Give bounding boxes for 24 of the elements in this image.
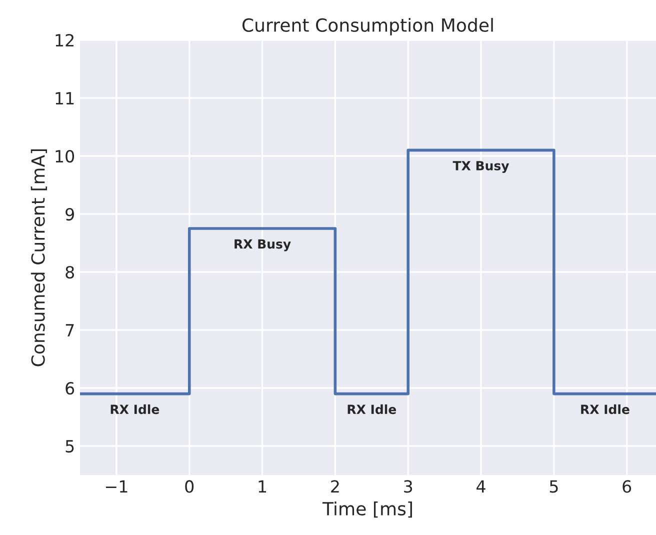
x-tick-label: 3 [404, 480, 412, 493]
x-axis-title: Time [ms] [322, 502, 412, 518]
chart-title: Current Consumption Model [242, 18, 493, 36]
y-tick-label: 5 [66, 440, 74, 453]
x-tick-label: 6 [622, 480, 632, 493]
x-tick-label: −1 [106, 480, 128, 493]
y-tick-label: 8 [66, 266, 74, 279]
x-tick-label: 5 [550, 480, 558, 493]
x-tick-label: 0 [185, 480, 194, 493]
annotation: RX Idle [110, 404, 160, 414]
x-tick-label: 1 [258, 480, 266, 493]
x-tick-label: 4 [476, 480, 486, 493]
y-tick-label: 11 [56, 92, 74, 104]
annotation: TX Busy [452, 161, 510, 173]
y-tick-label: 10 [56, 150, 74, 163]
annotation: RX Idle [348, 404, 396, 414]
annotation: RX Idle [581, 404, 630, 414]
y-tick-label: 7 [66, 324, 74, 336]
x-tick-label: 2 [331, 480, 339, 493]
y-axis-title: Consumed Current [mA] [30, 149, 47, 366]
y-tick-label: 12 [56, 34, 74, 46]
y-tick-label: 9 [66, 208, 74, 221]
annotation: RX Busy [234, 239, 291, 252]
y-tick-label: 6 [66, 382, 74, 395]
